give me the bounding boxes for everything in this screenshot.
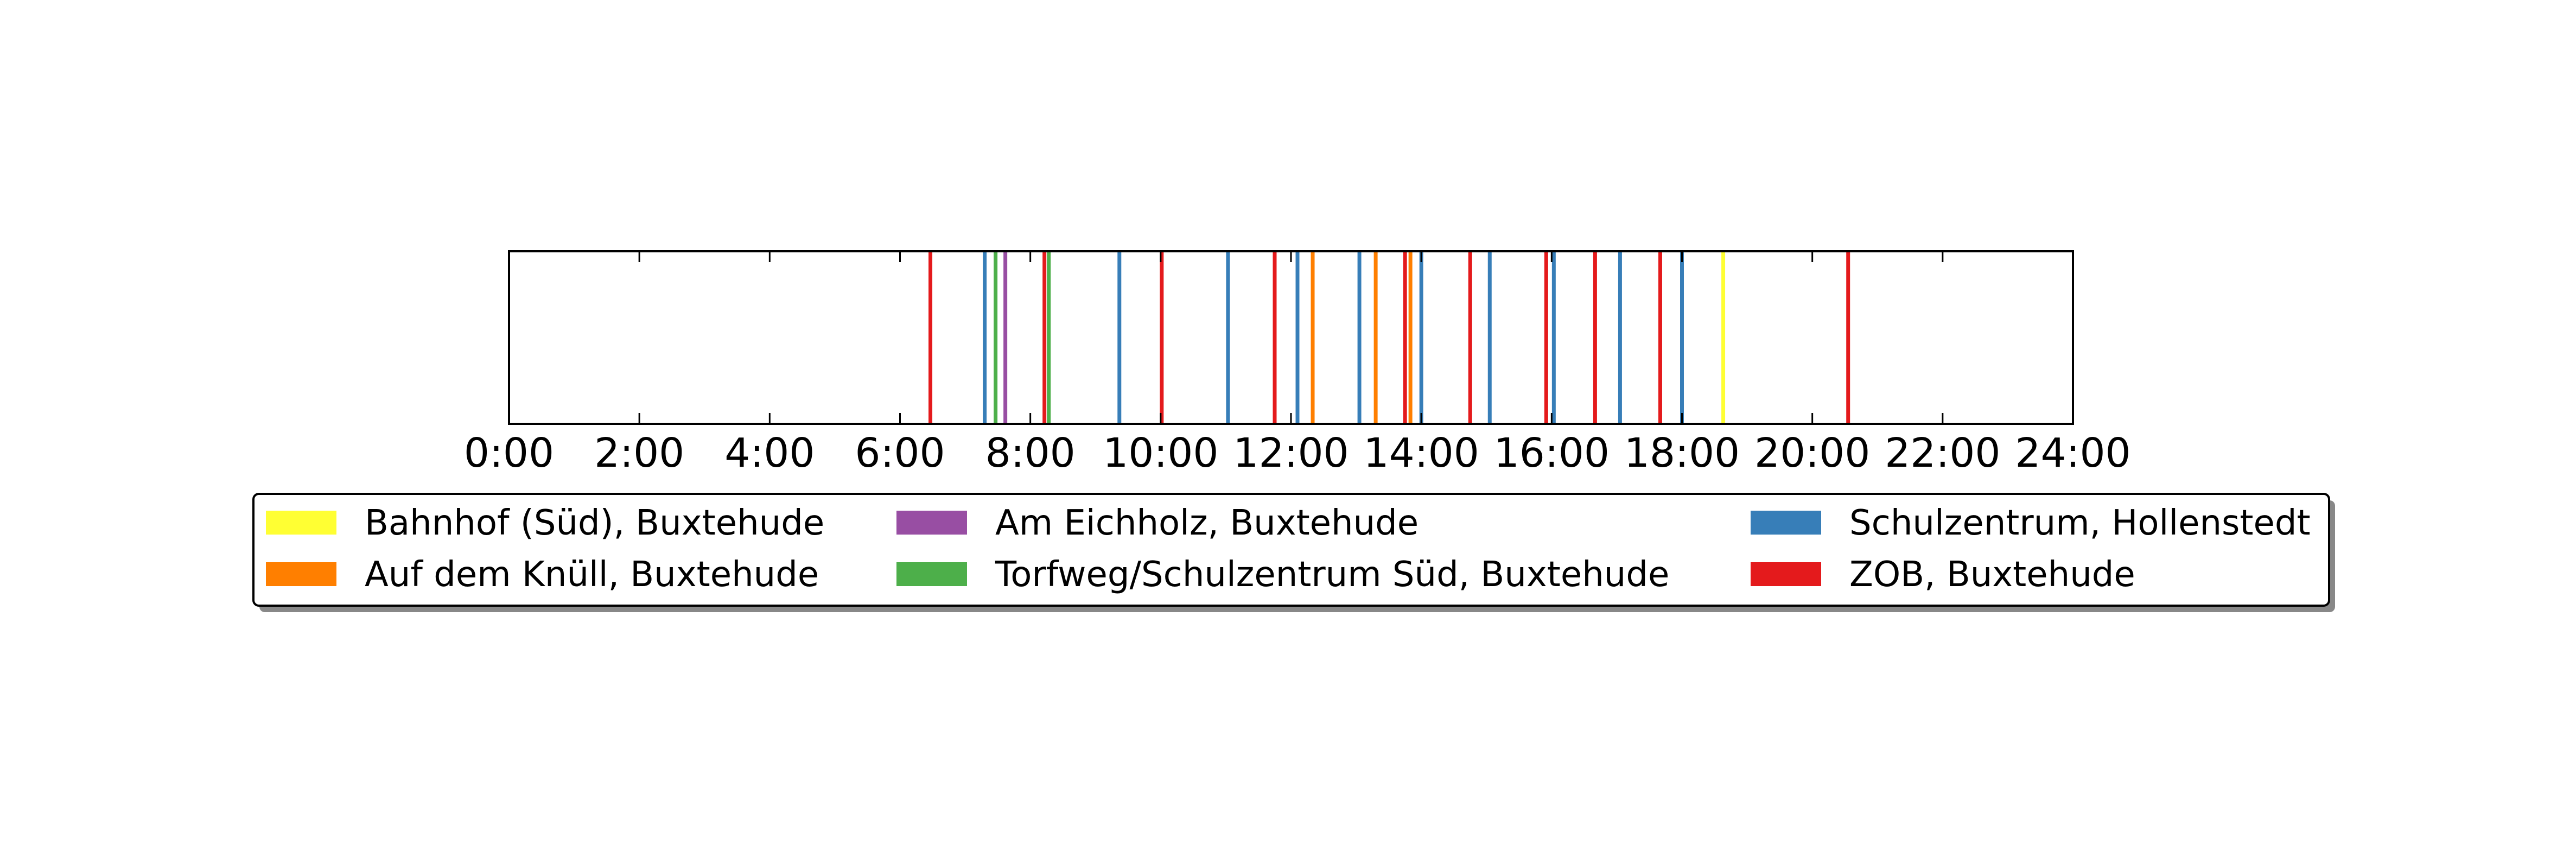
legend-label: ZOB, Buxtehude: [1849, 555, 2135, 595]
x-tick-label: 20:00: [1754, 430, 1870, 476]
event-lines: [928, 251, 1850, 424]
x-tick-label: 12:00: [1233, 430, 1349, 476]
legend-swatch: [266, 562, 336, 586]
legend-label: Schulzentrum, Hollenstedt: [1849, 503, 2311, 543]
x-axis-ticks: [638, 251, 1944, 424]
x-axis-tick-labels: 0:00 2:00 4:00 6:00 8:00 10:00 12:00 14:00 16:00…: [464, 430, 2131, 476]
legend-label: Bahnhof (Süd), Buxtehude: [365, 503, 824, 543]
x-tick-label: 6:00: [855, 430, 945, 476]
x-tick-label: 16:00: [1494, 430, 1610, 476]
legend-items: Bahnhof (Süd), Buxtehude Auf dem Knüll, B…: [266, 503, 2311, 595]
x-tick-label: 14:00: [1364, 430, 1479, 476]
legend-label: Torfweg/Schulzentrum Süd, Buxtehude: [995, 555, 1669, 595]
legend: Bahnhof (Süd), Buxtehude Auf dem Knüll, B…: [252, 493, 2335, 612]
legend-swatch: [266, 511, 336, 535]
legend-swatch: [1751, 562, 1821, 586]
x-tick-label: 0:00: [464, 430, 554, 476]
legend-swatch: [896, 562, 967, 586]
legend-swatch: [1751, 511, 1821, 535]
x-tick-label: 18:00: [1624, 430, 1740, 476]
x-tick-label: 4:00: [724, 430, 815, 476]
legend-label: Auf dem Knüll, Buxtehude: [365, 555, 819, 595]
x-tick-label: 24:00: [2015, 430, 2130, 476]
x-tick-label: 8:00: [985, 430, 1076, 476]
x-tick-label: 10:00: [1103, 430, 1218, 476]
x-tick-label: 22:00: [1885, 430, 2000, 476]
x-tick-label: 2:00: [594, 430, 684, 476]
legend-swatch: [896, 511, 967, 535]
legend-label: Am Eichholz, Buxtehude: [995, 503, 1419, 543]
